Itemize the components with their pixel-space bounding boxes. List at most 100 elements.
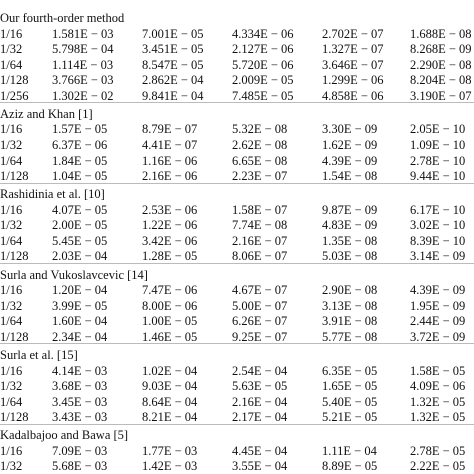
error-value: 2.54E − 04 — [232, 363, 288, 378]
error-value: 1.00E − 05 — [142, 314, 198, 329]
step-size: 1/64 — [0, 57, 23, 72]
error-value: 2.16E − 06 — [142, 169, 198, 184]
step-size: 1/64 — [0, 394, 23, 409]
group-title: Surla and Vukoslavcevic [14] — [0, 267, 148, 282]
group-title: Aziz and Khan [1] — [0, 106, 93, 121]
error-value: 2.78E − 05 — [410, 443, 466, 458]
error-value: 1.95E − 09 — [410, 298, 466, 313]
error-value: 1.02E − 04 — [142, 363, 198, 378]
error-value: 5.77E − 08 — [322, 329, 378, 344]
error-value: 1.302E − 02 — [52, 88, 114, 103]
error-value: 1.09E − 10 — [410, 138, 466, 152]
error-value: 3.30E − 09 — [322, 122, 378, 137]
step-size: 1/32 — [0, 459, 23, 474]
error-value: 6.35E − 05 — [322, 363, 378, 378]
error-value: 3.646E − 07 — [322, 57, 384, 72]
error-value: 5.21E − 05 — [322, 410, 378, 425]
group-rule — [0, 102, 474, 104]
error-value: 1.688E − 08 — [410, 26, 472, 41]
error-value: 8.89E − 05 — [322, 459, 378, 474]
error-value: 3.13E − 08 — [322, 298, 378, 313]
error-value: 5.68E − 03 — [52, 459, 108, 474]
step-size: 1/16 — [0, 443, 23, 458]
error-value: 7.09E − 03 — [52, 443, 108, 458]
error-value: 5.45E − 05 — [52, 233, 108, 248]
error-value: 8.268E − 09 — [410, 42, 472, 57]
error-value: 1.65E − 05 — [322, 379, 378, 394]
step-size: 1/128 — [0, 73, 29, 88]
group-rule — [0, 263, 474, 264]
group-title: Surla et al. [15] — [0, 347, 78, 362]
error-value: 3.68E − 03 — [52, 379, 108, 394]
error-value: 8.00E − 06 — [142, 298, 198, 313]
group-rule — [0, 343, 474, 345]
error-value: 4.67E − 07 — [232, 283, 288, 298]
error-value: 3.72E − 09 — [410, 329, 466, 344]
error-value: 8.39E − 10 — [410, 233, 466, 248]
step-size: 1/256 — [0, 88, 29, 103]
error-value: 5.798E − 04 — [52, 42, 114, 57]
step-size: 1/32 — [0, 138, 23, 152]
error-value: 1.16E − 06 — [142, 153, 198, 168]
error-value: 8.79E − 07 — [142, 122, 198, 137]
error-value: 2.16E − 07 — [232, 233, 288, 248]
error-value: 3.14E − 09 — [410, 249, 466, 264]
error-value: 5.32E − 08 — [232, 122, 288, 137]
error-value: 1.62E − 09 — [322, 138, 378, 152]
step-size: 1/32 — [0, 379, 23, 394]
error-value: 2.53E − 06 — [142, 202, 198, 217]
error-value: 1.22E − 06 — [142, 218, 198, 233]
error-value: 7.485E − 05 — [232, 88, 294, 103]
error-value: 8.06E − 07 — [232, 249, 288, 264]
error-value: 1.114E − 03 — [52, 57, 114, 72]
error-value: 1.77E − 03 — [142, 443, 198, 458]
error-value: 3.02E − 10 — [410, 218, 466, 233]
error-value: 4.334E − 06 — [232, 26, 294, 41]
error-value: 1.28E − 05 — [142, 249, 198, 264]
error-value: 1.58E − 05 — [410, 363, 466, 378]
error-value: 3.43E − 03 — [52, 410, 108, 425]
error-value: 4.09E − 06 — [410, 379, 466, 394]
error-value: 2.702E − 07 — [322, 26, 384, 41]
error-value: 1.54E − 08 — [322, 169, 378, 184]
error-value: 6.65E − 08 — [232, 153, 288, 168]
error-value: 5.63E − 05 — [232, 379, 288, 394]
error-value: 2.34E − 04 — [52, 329, 108, 344]
error-value: 1.299E − 06 — [322, 73, 384, 88]
error-value: 4.858E − 06 — [322, 88, 384, 103]
error-value: 9.03E − 04 — [142, 379, 198, 394]
step-size: 1/128 — [0, 249, 29, 264]
group-title: Rashidinia et al. [10] — [0, 187, 105, 202]
error-value: 7.74E − 08 — [232, 218, 288, 233]
step-size: 1/16 — [0, 283, 23, 298]
error-value: 2.009E − 05 — [232, 73, 294, 88]
error-value: 2.22E − 05 — [410, 459, 466, 474]
error-value: 1.60E − 04 — [52, 314, 108, 329]
error-value: 1.327E − 07 — [322, 42, 384, 57]
error-value: 3.55E − 04 — [232, 459, 288, 474]
step-size: 1/16 — [0, 26, 23, 41]
error-value: 2.127E − 06 — [232, 42, 294, 57]
error-value: 8.547E − 05 — [142, 57, 204, 72]
error-value: 5.720E − 06 — [232, 57, 294, 72]
error-value: 3.42E − 06 — [142, 233, 198, 248]
error-value: 5.40E − 05 — [322, 394, 378, 409]
error-value: 4.14E − 03 — [52, 363, 108, 378]
error-value: 6.37E − 06 — [52, 138, 108, 152]
error-value: 3.766E − 03 — [52, 73, 114, 88]
error-value: 2.62E − 08 — [232, 138, 288, 152]
error-value: 9.25E − 07 — [232, 329, 288, 344]
error-value: 7.001E − 05 — [142, 26, 204, 41]
error-value: 4.45E − 04 — [232, 443, 288, 458]
error-value: 2.290E − 08 — [410, 57, 472, 72]
group-title: Kadalbajoo and Bawa [5] — [0, 428, 129, 443]
error-value: 2.44E − 09 — [410, 314, 466, 329]
error-value: 1.58E − 07 — [232, 202, 288, 217]
step-size: 1/128 — [0, 329, 29, 344]
error-value: 4.83E − 09 — [322, 218, 378, 233]
error-value: 1.20E − 04 — [52, 283, 108, 298]
error-value: 6.17E − 10 — [410, 202, 466, 217]
error-value: 8.204E − 08 — [410, 73, 472, 88]
step-size: 1/128 — [0, 410, 29, 425]
